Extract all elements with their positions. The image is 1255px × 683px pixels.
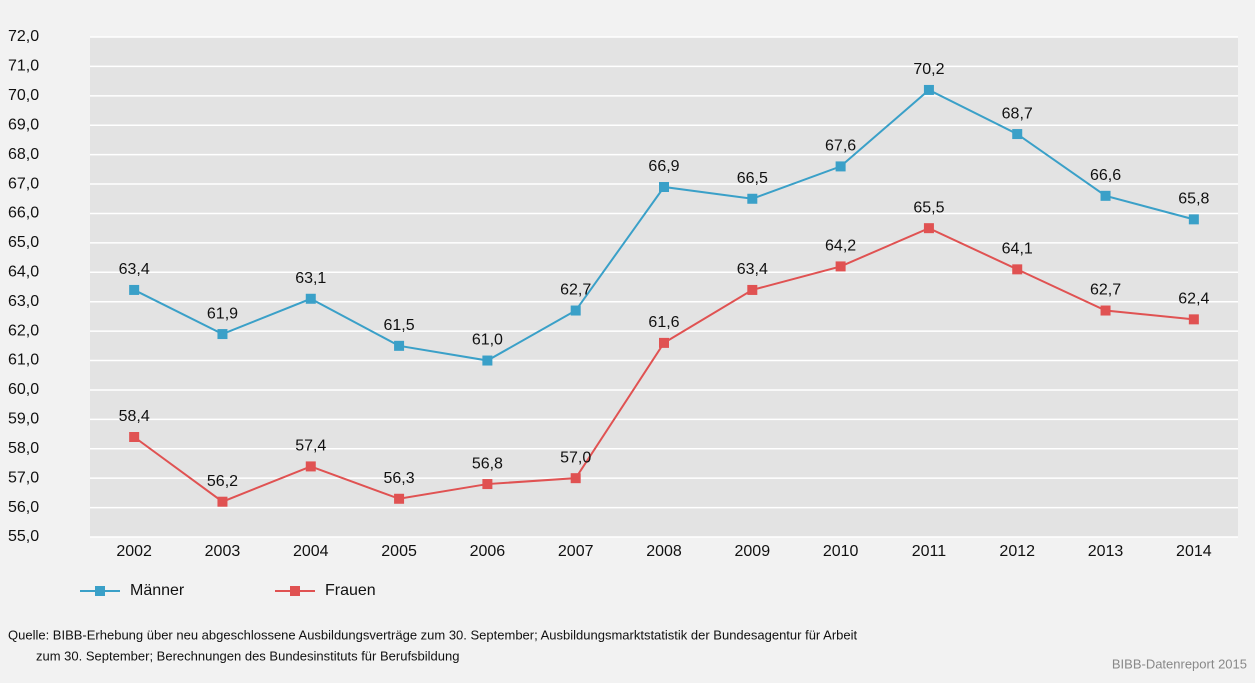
legend-marker <box>290 586 300 596</box>
data-label: 63,4 <box>737 261 768 278</box>
data-label: 66,9 <box>648 158 679 175</box>
point-marker <box>482 479 493 490</box>
y-tick-label: 69,0 <box>8 116 39 133</box>
point-marker <box>217 496 228 507</box>
point-marker <box>305 461 316 472</box>
data-label: 64,1 <box>1002 241 1033 258</box>
data-label: 61,0 <box>472 332 503 349</box>
data-label: 57,0 <box>560 449 591 466</box>
y-tick-label: 60,0 <box>8 381 39 398</box>
data-label: 61,9 <box>207 305 238 322</box>
point-marker <box>835 161 846 172</box>
y-tick-label: 57,0 <box>8 469 39 486</box>
y-tick-label: 65,0 <box>8 234 39 251</box>
point-marker <box>570 473 581 484</box>
x-tick-label: 2013 <box>1088 543 1124 560</box>
point-marker <box>835 261 846 272</box>
y-tick-label: 56,0 <box>8 499 39 516</box>
y-tick-label: 68,0 <box>8 146 39 163</box>
point-marker <box>482 355 493 366</box>
y-tick-label: 64,0 <box>8 264 39 281</box>
data-label: 61,5 <box>384 317 415 334</box>
y-tick-label: 62,0 <box>8 322 39 339</box>
y-tick-label: 63,0 <box>8 293 39 310</box>
y-tick-label: 66,0 <box>8 205 39 222</box>
x-tick-label: 2006 <box>470 543 506 560</box>
data-label: 63,4 <box>119 261 150 278</box>
x-tick-label: 2011 <box>912 543 947 560</box>
data-label: 56,3 <box>384 470 415 487</box>
data-label: 58,4 <box>119 408 150 425</box>
y-tick-label: 55,0 <box>8 528 39 545</box>
point-marker <box>1100 305 1111 316</box>
point-marker <box>394 493 405 504</box>
source-line: Quelle: BIBB-Erhebung über neu abgeschlo… <box>8 627 858 642</box>
legend-label: Männer <box>130 582 185 599</box>
x-tick-label: 2010 <box>823 543 859 560</box>
y-tick-label: 58,0 <box>8 440 39 457</box>
point-marker <box>394 340 405 351</box>
plot-area <box>90 37 1238 537</box>
point-marker <box>1188 214 1199 225</box>
x-tick-label: 2014 <box>1176 543 1212 560</box>
point-marker <box>1012 264 1023 275</box>
point-marker <box>747 193 758 204</box>
y-tick-label: 72,0 <box>8 28 39 45</box>
x-tick-label: 2009 <box>735 543 771 560</box>
data-label: 57,4 <box>295 438 326 455</box>
x-tick-label: 2008 <box>646 543 682 560</box>
data-label: 66,5 <box>737 170 768 187</box>
data-label: 62,7 <box>560 282 591 299</box>
point-marker <box>1012 129 1023 140</box>
x-tick-label: 2004 <box>293 543 329 560</box>
point-marker <box>129 432 140 442</box>
point-marker <box>129 284 140 295</box>
data-label: 65,8 <box>1178 191 1209 208</box>
point-marker <box>923 84 934 95</box>
data-label: 68,7 <box>1002 105 1033 122</box>
source-line: zum 30. September; Berechnungen des Bund… <box>36 648 459 663</box>
y-tick-label: 59,0 <box>8 411 39 428</box>
data-label: 65,5 <box>913 199 944 216</box>
point-marker <box>305 293 316 304</box>
data-label: 62,7 <box>1090 282 1121 299</box>
point-marker <box>747 284 758 295</box>
data-label: 56,8 <box>472 455 503 472</box>
data-label: 62,4 <box>1178 291 1209 308</box>
x-tick-label: 2002 <box>116 543 152 560</box>
x-tick-label: 2005 <box>381 543 417 560</box>
point-marker <box>659 182 669 192</box>
credit: BIBB-Datenreport 2015 <box>1112 656 1247 671</box>
legend-marker <box>95 586 105 596</box>
point-marker <box>217 329 228 340</box>
x-tick-label: 2003 <box>205 543 241 560</box>
x-tick-label: 2012 <box>999 543 1035 560</box>
point-marker <box>1100 190 1111 201</box>
y-tick-label: 61,0 <box>8 352 39 369</box>
data-label: 61,6 <box>648 314 679 331</box>
data-label: 70,2 <box>913 61 944 78</box>
data-label: 64,2 <box>825 238 856 255</box>
x-tick-label: 2007 <box>558 543 594 560</box>
point-marker <box>923 223 934 234</box>
point-marker <box>1188 314 1199 325</box>
y-tick-label: 71,0 <box>8 58 39 75</box>
legend-label: Frauen <box>325 582 376 599</box>
y-tick-label: 70,0 <box>8 87 39 104</box>
point-marker <box>659 337 669 348</box>
data-label: 56,2 <box>207 473 238 490</box>
point-marker <box>570 305 581 316</box>
data-label: 67,6 <box>825 138 856 155</box>
y-tick-label: 67,0 <box>8 175 39 192</box>
data-label: 63,1 <box>295 270 326 287</box>
data-label: 66,6 <box>1090 167 1121 184</box>
